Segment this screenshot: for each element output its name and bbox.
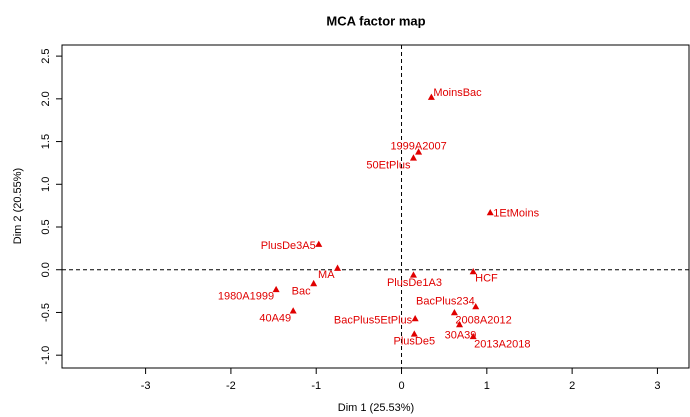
point [411, 314, 419, 322]
point [410, 330, 418, 337]
point-label: 1999A2007 [390, 141, 446, 153]
point [409, 154, 417, 161]
x-tick-label: 3 [654, 380, 660, 392]
x-tick-label: 0 [398, 380, 404, 392]
point [469, 332, 477, 340]
point-label: 2013A2018 [474, 338, 530, 350]
x-axis-label: Dim 1 (25.53%) [338, 402, 414, 414]
point-label: MA [318, 269, 335, 281]
point [289, 307, 297, 314]
x-tick-label: -1 [311, 380, 321, 392]
point-label: 1980A1999 [218, 290, 274, 302]
point [415, 148, 423, 155]
y-tick-label: 1.5 [40, 134, 52, 149]
point-label: MoinsBac [433, 87, 482, 99]
point [272, 285, 280, 293]
point-label: BacPlus234 [416, 295, 475, 307]
point-label: 1EtMoins [493, 207, 539, 219]
y-tick-label: 0.5 [40, 219, 52, 234]
point [456, 320, 464, 328]
point-label: HCF [475, 272, 498, 284]
point-label: Bac [292, 285, 311, 297]
chart-title: MCA factor map [326, 13, 425, 28]
point [315, 240, 323, 247]
point [310, 279, 318, 287]
point [469, 267, 477, 275]
x-tick-label: 1 [484, 380, 490, 392]
y-tick-label: 2.5 [40, 48, 52, 63]
y-tick-label: 0.0 [40, 262, 52, 277]
point [450, 308, 458, 316]
x-tick-label: -3 [141, 380, 151, 392]
x-tick-label: 2 [569, 380, 575, 392]
x-tick-label: -2 [226, 380, 236, 392]
point [334, 264, 342, 271]
point-label: 30A39 [445, 329, 477, 341]
point-label: BacPlus5EtPlus [334, 314, 413, 326]
y-tick-label: -0.5 [40, 303, 52, 322]
point-label: PlusDe1A3 [387, 277, 442, 289]
point [409, 271, 417, 278]
y-tick-label: 1.0 [40, 177, 52, 192]
point-label: PlusDe5 [394, 336, 436, 348]
y-tick-label: 2.0 [40, 91, 52, 106]
point-label: PlusDe3A5 [261, 240, 316, 252]
point-label: 40A49 [259, 313, 291, 325]
point [486, 208, 494, 216]
point-label: 50EtPlus [366, 160, 411, 172]
y-tick-label: -1.0 [40, 346, 52, 365]
plot-frame [61, 44, 690, 369]
point-label: 2008A2012 [455, 314, 511, 326]
y-axis-label: Dim 2 (20.55%) [12, 168, 24, 244]
point [472, 302, 480, 310]
point [427, 93, 435, 100]
